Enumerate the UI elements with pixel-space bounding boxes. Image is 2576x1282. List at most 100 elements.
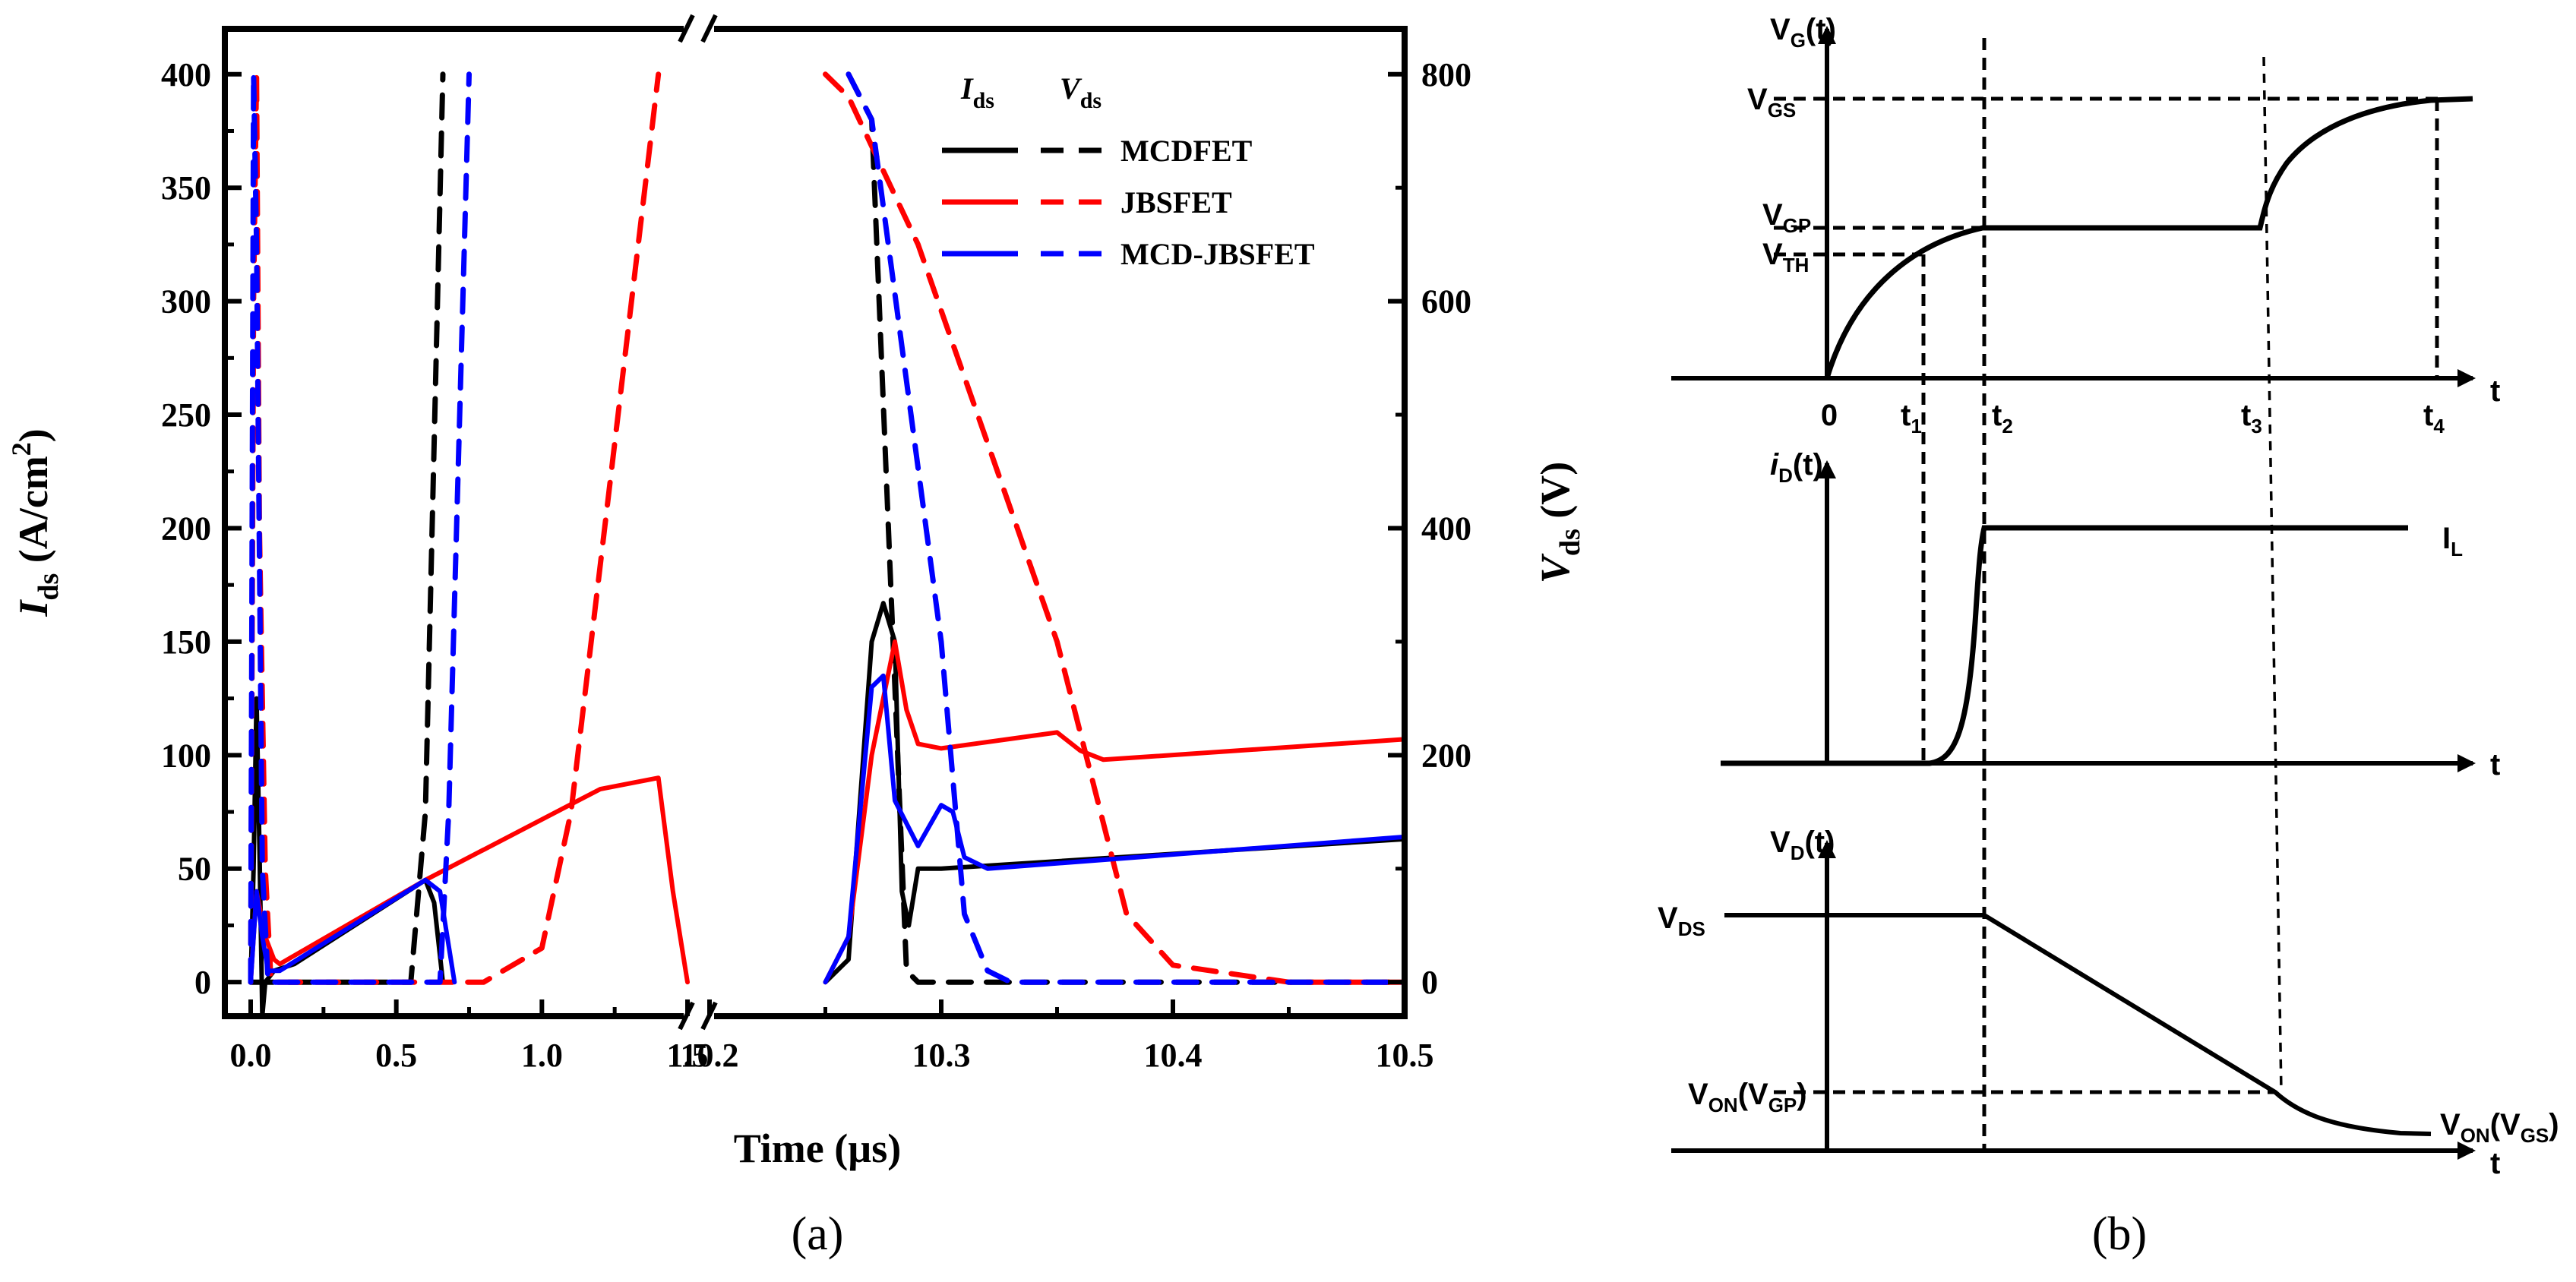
t3-marker-line (2262, 56, 2283, 1093)
von-vgp-sub2: GP (1768, 1094, 1797, 1116)
y-right-tick-label: 600 (1421, 283, 1471, 320)
series-layer (248, 71, 1408, 1018)
vg-t-axis-label: t (2490, 374, 2500, 408)
y-left-title-close: ) (11, 428, 56, 442)
y-left-tick-label: 50 (178, 851, 211, 888)
y-left-tick-label: 0 (194, 964, 211, 1001)
id-waveform (1721, 525, 2408, 766)
panel-a-chart: 0 50 100 150 200 250 300 350 400 0 200 400 600 800 0.0… (6, 14, 1586, 1171)
y-left-tick-label: 350 (161, 169, 211, 207)
svg-text:t3: t3 (2241, 399, 2262, 437)
svg-text:VD(t): VD(t) (1770, 826, 1835, 864)
vd-waveform (1724, 913, 2432, 1136)
il-label-main: I (2442, 522, 2451, 555)
svg-text:Ids: Ids (960, 71, 994, 113)
y-right-tick-label: 0 (1421, 964, 1438, 1001)
x-tick-label: 10.4 (1144, 1037, 1203, 1074)
legend: Ids Vds MCDFET JBSFET MCD-JBSFET (942, 71, 1315, 271)
vth-label-main: V (1762, 238, 1783, 271)
svg-text:VGP: VGP (1762, 198, 1811, 237)
von-vgp-suffix: (V (1738, 1078, 1768, 1111)
svg-text:VON(VGS): VON(VGS) (2440, 1108, 2559, 1147)
series-mcd-jbsfet-vds-seg1 (248, 71, 472, 985)
time-tick-t3-sub: 3 (2251, 415, 2262, 437)
il-label-sub: L (2451, 538, 2463, 560)
svg-text:VDS: VDS (1658, 902, 1705, 940)
vgs-label-main: V (1747, 83, 1768, 116)
vgs-label-sub: GS (1768, 99, 1797, 122)
svg-text:Ids (A/cm2): Ids (A/cm2) (6, 428, 65, 617)
id-t-axis-label: t (2490, 748, 2500, 782)
svg-text:IL: IL (2442, 522, 2463, 560)
series-jbsfet-vds-seg1 (248, 71, 662, 985)
series-mcdfet-vds-seg1 (248, 71, 446, 985)
von-vgp-sub: ON (1708, 1094, 1738, 1116)
vg-ylabel-sub: G (1791, 29, 1806, 52)
time-tick-0: 0 (1821, 399, 1838, 432)
legend-col1-main: I (960, 71, 974, 106)
y-left-title-sub: ds (33, 573, 65, 601)
svg-text:VGS: VGS (1747, 83, 1796, 122)
y-right-title-unit: (V) (1532, 462, 1578, 529)
svg-text:Vds (V): Vds (V) (1532, 462, 1586, 583)
x-tick-label: 1.0 (521, 1037, 563, 1074)
y-right-title-main: V (1532, 553, 1578, 583)
y-left-title-sup: 2 (6, 442, 36, 456)
y-right-title-sub: ds (1554, 529, 1586, 556)
time-tick-t2-sub: 2 (2002, 415, 2012, 437)
von-vgs-sub2: GS (2521, 1124, 2549, 1147)
x-tick-label: 10.5 (1376, 1037, 1434, 1074)
legend-col2-main: V (1060, 71, 1083, 106)
y-left-tick-label: 300 (161, 283, 211, 320)
y-left-tick-label: 400 (161, 56, 211, 93)
x-tick-label: 10.2 (681, 1037, 739, 1074)
panel-b-diagram (1671, 26, 2476, 1160)
id-ylabel-sub: D (1778, 464, 1793, 487)
svg-text:t4: t4 (2423, 399, 2445, 437)
svg-text:VG(t): VG(t) (1770, 13, 1836, 52)
series-mcd-jbsfet-ids-seg2 (823, 673, 1407, 985)
y-left-tick-label: 150 (161, 624, 211, 661)
vd-ylabel-suffix: (t) (1804, 826, 1835, 859)
x-tick-label: 0.0 (230, 1037, 272, 1074)
time-tick-t2: t (1992, 399, 2002, 432)
vgp-label-main: V (1762, 198, 1783, 232)
svg-text:VTH: VTH (1762, 238, 1809, 276)
series-mcd-jbsfet-vds-seg2 (845, 71, 1408, 985)
von-vgs-main: V (2440, 1108, 2461, 1141)
von-vgp-main: V (1688, 1078, 1708, 1111)
plot-frame (222, 26, 1408, 1019)
von-vgs-suffix: (V (2490, 1108, 2521, 1141)
y-right-tick-label: 800 (1421, 56, 1471, 93)
x-tick-label: 10.3 (912, 1037, 971, 1074)
legend-col2-sub: ds (1080, 88, 1102, 113)
vds-label-main: V (1658, 902, 1678, 935)
legend-label-mcd-jbsfet: MCD-JBSFET (1120, 237, 1315, 271)
vd-ylabel-main: V (1770, 826, 1791, 859)
von-vgs-close: ) (2549, 1108, 2559, 1141)
vd-t-axis-label: t (2490, 1147, 2500, 1180)
id-ylabel-main: i (1770, 448, 1779, 482)
legend-label-jbsfet: JBSFET (1120, 185, 1232, 219)
svg-text:t1: t1 (1901, 399, 1922, 437)
y-left-tick-label: 200 (161, 510, 211, 547)
vg-ylabel-main: V (1770, 13, 1791, 46)
legend-col1-sub: ds (973, 88, 994, 113)
legend-label-mcdfet: MCDFET (1120, 134, 1253, 168)
time-tick-t3: t (2241, 399, 2251, 432)
svg-text:t2: t2 (1992, 399, 2013, 437)
y-right-tick-label: 200 (1421, 737, 1471, 774)
x-axis-title: Time (µs) (734, 1126, 902, 1171)
panel-label-a: (a) (792, 1208, 844, 1260)
svg-text:VON(VGP): VON(VGP) (1688, 1078, 1807, 1116)
svg-text:Vds: Vds (1060, 71, 1102, 113)
y-left-axis-title: Ids (A/cm2) (6, 428, 65, 617)
y-right-tick-label: 400 (1421, 510, 1471, 547)
y-left-title-main: I (11, 599, 56, 617)
series-jbsfet-ids-seg2 (823, 639, 1407, 985)
time-tick-t1: t (1901, 399, 1911, 432)
svg-text:iD(t): iD(t) (1770, 448, 1823, 487)
vgp-label-sub: GP (1783, 214, 1812, 237)
y-right-axis-title: Vds (V) (1532, 462, 1586, 583)
